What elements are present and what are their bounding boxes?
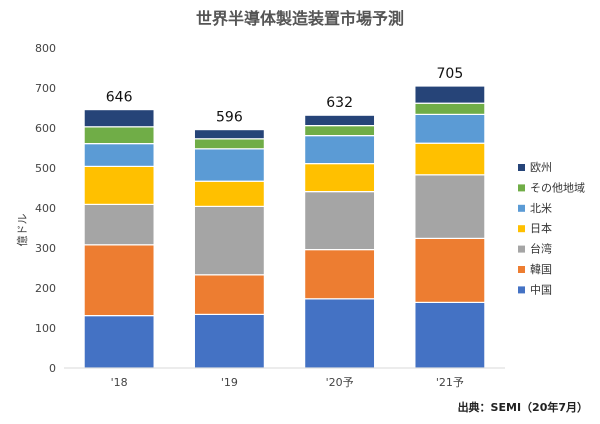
total-label: 705 [437,66,464,82]
legend-label: 北米 [530,202,552,215]
bar-segment [193,274,265,315]
x-axis: '18 '19 '20予 '21予 [64,367,505,389]
bar-segment [193,205,265,276]
y-tick-label: 800 [35,42,56,55]
x-tick-label: '19 [221,376,238,389]
bars [83,85,486,369]
legend-label: 日本 [530,221,552,235]
bar-segment [304,163,376,193]
bar-segment [193,313,265,369]
y-tick-label: 0 [49,362,56,375]
bar-segment [414,142,486,176]
bar-segment [83,143,155,168]
bar-segment [83,126,155,145]
legend-swatch [518,266,525,273]
bar-segment [83,203,155,246]
y-tick-label: 500 [35,162,56,175]
bar-segment [304,114,376,127]
y-tick-label: 200 [35,282,56,295]
legend-swatch [518,225,525,233]
legend-label: 韓国 [530,263,552,276]
legend-swatch [518,245,525,253]
bar-segment [304,191,376,251]
x-tick-label: '18 [111,376,128,389]
bar-segment [414,102,486,115]
y-tick-label: 100 [35,322,56,335]
bar-segment [304,249,376,300]
legend-label: 台湾 [530,242,552,256]
bar-segment [193,148,265,182]
bar-segment [193,180,265,207]
bar-segment [414,174,486,240]
total-label: 646 [106,90,133,106]
legend-label: 欧州 [530,161,552,174]
bar-segment [83,315,155,369]
bar-segment [193,129,265,140]
bar-segment [414,113,486,144]
y-axis: 0 100 200 300 400 500 600 700 800 [35,42,56,375]
total-labels: 646 596 632 705 [106,66,463,126]
bar-segment [83,244,155,317]
y-axis-label: 億ドル [16,214,29,247]
source-note: 出典：SEMI（20年7月） [458,400,588,414]
bar-segment [414,301,486,369]
legend-swatch [518,204,525,212]
x-tick-label: '21予 [436,376,464,389]
bar-segment [414,237,486,303]
y-tick-label: 300 [35,242,56,255]
legend-label: 中国 [530,283,552,296]
bar-segment [414,85,486,104]
total-label: 632 [326,95,353,111]
chart-title: 世界半導体製造装置市場予測 [196,9,404,28]
y-tick-label: 600 [35,122,56,135]
legend-label: その他地域 [530,181,585,194]
legend-swatch [518,184,525,192]
bar-segment [193,138,265,150]
bar-segment [83,108,155,128]
bar-segment [304,124,376,137]
y-tick-label: 700 [35,82,56,95]
legend-swatch [518,286,525,294]
bar-segment [304,298,376,369]
y-tick-label: 400 [35,202,56,215]
bar-segment [83,165,155,205]
x-tick-label: '20予 [326,376,354,389]
bar-segment [304,135,376,165]
legend-swatch [518,164,525,171]
total-label: 596 [216,110,243,126]
